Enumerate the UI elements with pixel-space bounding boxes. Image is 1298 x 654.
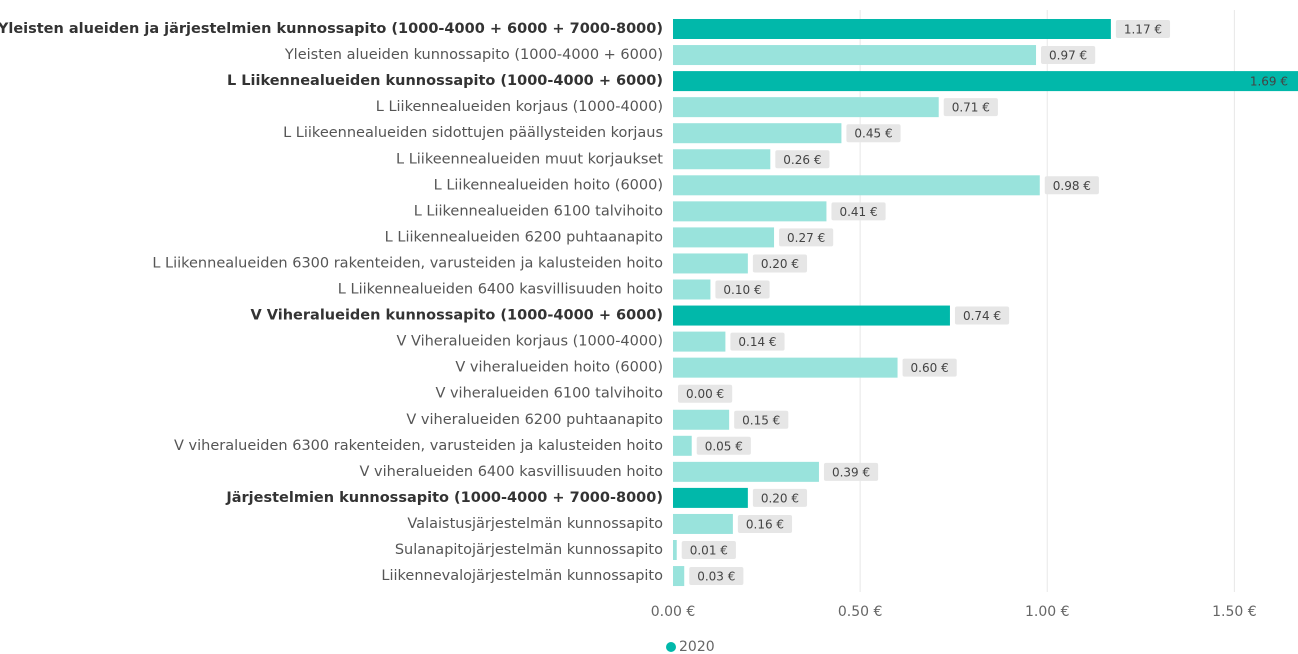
category-label: Sulanapitojärjestelmän kunnossapito	[395, 542, 663, 558]
bar	[673, 461, 819, 482]
category-label: Liikennevalojärjestelmän kunnossapito	[381, 568, 663, 584]
category-label: V viheralueiden 6400 kasvillisuuden hoit…	[360, 464, 664, 480]
value-label-bg	[823, 462, 879, 481]
value-label: 0.14 €	[738, 335, 776, 349]
value-label-bg	[779, 228, 834, 247]
bar	[673, 409, 730, 430]
bar	[673, 279, 711, 300]
bar	[673, 487, 748, 508]
value-label-bg	[1115, 20, 1171, 38]
value-label: 0.05 €	[705, 439, 743, 453]
value-label: 0.16 €	[746, 517, 784, 531]
bar	[673, 513, 733, 534]
category-label: Valaistusjärjestelmän kunnossapito	[407, 516, 663, 532]
bar	[673, 540, 677, 560]
value-label: 0.41 €	[839, 205, 877, 219]
legend-marker	[666, 642, 676, 652]
category-label: L Liikennealueiden 6300 rakenteiden, var…	[152, 255, 663, 271]
value-label: 0.15 €	[742, 413, 780, 427]
category-label: V viheralueiden 6300 rakenteiden, varust…	[174, 438, 663, 454]
value-label-bg	[681, 541, 736, 559]
value-label: 0.71 €	[952, 101, 990, 115]
value-label: 0.98 €	[1053, 179, 1091, 193]
category-label: L Liikennealueiden 6400 kasvillisuuden h…	[338, 282, 663, 298]
value-label-bg	[775, 150, 830, 169]
category-label: L Liikennealueiden kunnossapito (1000-40…	[227, 73, 663, 89]
bar	[673, 71, 1298, 92]
value-label: 0.03 €	[697, 570, 735, 584]
value-label: 0.45 €	[854, 127, 892, 141]
bar	[673, 45, 1037, 66]
category-label: L Liikennealueiden 6200 puhtaanapito	[385, 229, 663, 245]
value-label-bg	[734, 410, 789, 429]
category-label: L Liikeennealueiden muut korjaukset	[396, 151, 663, 167]
category-label: L Liikennealueiden hoito (6000)	[434, 177, 663, 193]
category-label: V viheralueiden hoito (6000)	[455, 360, 663, 376]
value-label-bg	[1044, 176, 1099, 195]
value-label-bg	[831, 202, 886, 221]
value-label-bg	[902, 358, 957, 377]
x-tick-label: 1.00 €	[1025, 604, 1070, 620]
bar	[673, 566, 685, 587]
value-label: 0.00 €	[686, 387, 724, 401]
legend-label: 2020	[679, 639, 715, 654]
value-label: 0.39 €	[832, 465, 870, 479]
value-label-bg	[689, 567, 744, 586]
category-label: L Liikennealueiden korjaus (1000-4000)	[376, 99, 663, 115]
bar	[673, 253, 748, 274]
category-label: L Liikeennealueiden sidottujen päällyste…	[283, 125, 663, 141]
value-label: 1.69 €	[1250, 75, 1288, 89]
value-label: 0.26 €	[783, 153, 821, 167]
bar	[673, 435, 692, 456]
x-tick-label: 1.50 €	[1212, 604, 1257, 620]
bar	[673, 331, 726, 352]
value-label: 0.20 €	[761, 491, 799, 505]
category-label: V Viheralueiden kunnossapito (1000-4000 …	[251, 308, 663, 324]
value-label-bg	[752, 488, 808, 507]
bar	[673, 357, 898, 378]
bar	[673, 305, 950, 326]
bar	[673, 201, 827, 222]
category-label: Yleisten alueiden kunnossapito (1000-400…	[284, 47, 663, 63]
x-tick-label: 0.50 €	[838, 604, 883, 620]
category-label: Yleisten alueiden ja järjestelmien kunno…	[0, 21, 663, 37]
bar	[673, 19, 1111, 39]
value-label: 0.27 €	[787, 231, 825, 245]
category-label: V viheralueiden 6200 puhtaanapito	[406, 412, 663, 428]
bar	[673, 97, 939, 118]
category-label: L Liikennealueiden 6100 talvihoito	[414, 203, 663, 219]
x-tick-label: 0.00 €	[651, 604, 696, 620]
value-label: 0.60 €	[911, 361, 949, 375]
value-label: 0.74 €	[963, 309, 1001, 323]
value-label-bg	[846, 124, 901, 143]
value-label-bg	[752, 254, 808, 273]
value-label-bg	[943, 98, 998, 117]
value-label-bg	[678, 384, 733, 403]
value-label-bg	[1041, 46, 1096, 65]
bar	[673, 227, 775, 248]
value-label-bg	[737, 514, 793, 533]
value-label: 0.01 €	[690, 544, 728, 558]
value-label-bg	[715, 280, 770, 299]
value-label: 0.97 €	[1049, 49, 1087, 63]
value-label: 1.17 €	[1124, 23, 1162, 37]
plot-area	[673, 19, 1298, 587]
value-label: 0.20 €	[761, 257, 799, 271]
category-label: Järjestelmien kunnossapito (1000-4000 + …	[225, 490, 663, 506]
bar	[673, 149, 771, 170]
bar	[673, 123, 842, 144]
bar	[673, 175, 1040, 196]
value-label: 0.10 €	[723, 283, 761, 297]
value-label-bg	[730, 332, 785, 351]
value-label-bg	[696, 436, 751, 455]
category-label: V viheralueiden 6100 talvihoito	[435, 386, 663, 402]
category-label: V Viheralueiden korjaus (1000-4000)	[396, 334, 663, 350]
value-label-bg	[954, 306, 1010, 325]
